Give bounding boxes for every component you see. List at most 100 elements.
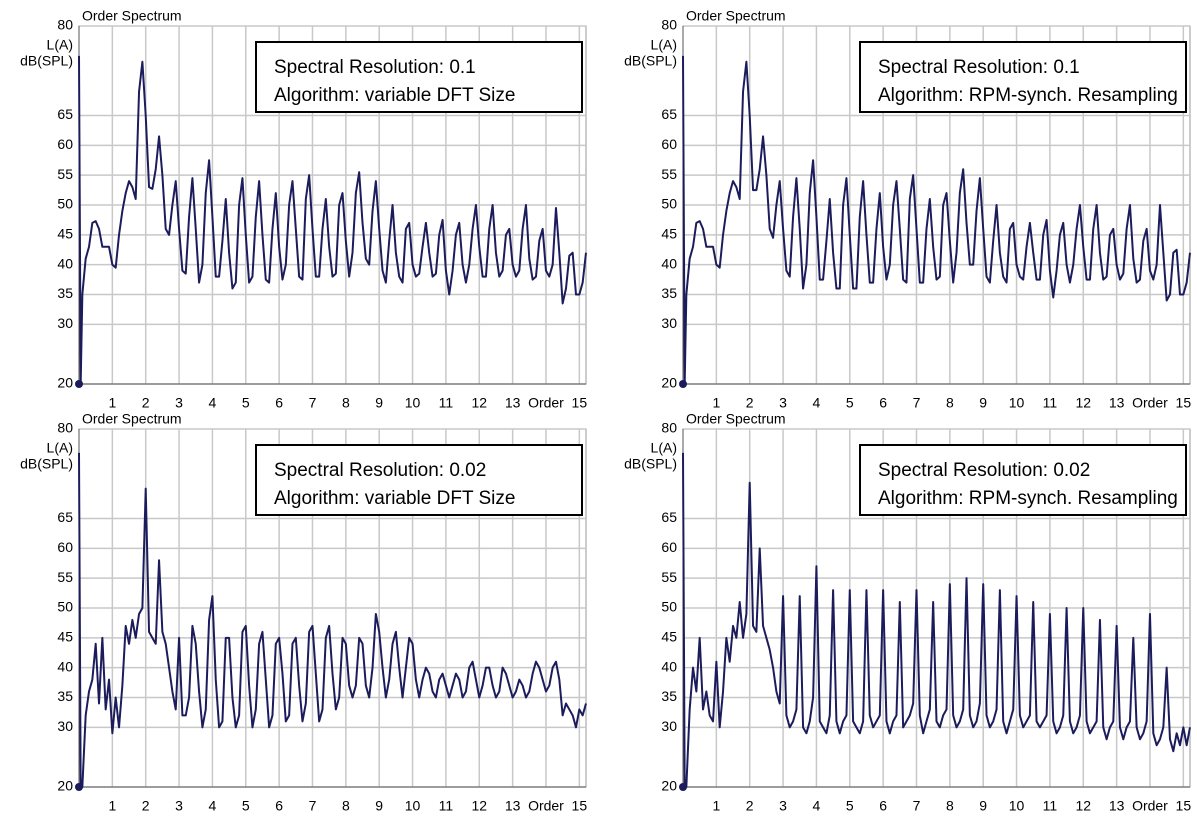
annotation-text: Algorithm: variable DFT Size — [274, 85, 515, 106]
x-tick-label: 8 — [342, 798, 350, 814]
x-tick-label: Order — [1132, 798, 1168, 814]
y-tick-label: 60 — [57, 136, 73, 152]
annotation-text: Spectral Resolution: 0.1 — [274, 57, 476, 78]
x-tick-label: 2 — [746, 798, 754, 814]
x-tick-label: 15 — [572, 798, 588, 814]
x-tick-label: 3 — [175, 798, 183, 814]
x-tick-label: 8 — [342, 395, 350, 411]
x-tick-label: 7 — [309, 798, 317, 814]
y-tick-label: 20 — [661, 778, 677, 794]
x-tick-label: 13 — [1109, 395, 1125, 411]
x-tick-label: 1 — [108, 798, 116, 814]
y-tick-label: 45 — [661, 226, 677, 242]
y-tick-label: 30 — [661, 718, 677, 734]
x-tick-label: 2 — [746, 395, 754, 411]
x-tick-label: 5 — [846, 798, 854, 814]
x-tick-label: 15 — [572, 395, 588, 411]
spectrum-line — [78, 452, 587, 788]
x-tick-label: 12 — [1075, 395, 1091, 411]
y-tick-label: 60 — [661, 136, 677, 152]
panel: 1 2 3 4 5 6 7 8 9 10 11 12 13 Order 152030354045505560… — [624, 8, 1191, 411]
y-tick-label: 40 — [57, 658, 73, 674]
panel: 1 2 3 4 5 6 7 8 9 10 11 12 13 Order 152030354045505560… — [20, 8, 587, 411]
chart-title: Order Spectrum — [82, 411, 182, 427]
y-tick-label: 55 — [57, 569, 73, 585]
y-tick-label: 30 — [661, 315, 677, 331]
x-tick-label: 1 — [108, 395, 116, 411]
chart-title: Order Spectrum — [686, 8, 786, 24]
x-tick-label: 2 — [142, 395, 150, 411]
y-tick-label: 50 — [661, 196, 677, 212]
x-tick-label: 13 — [505, 395, 521, 411]
x-tick-label: 9 — [979, 395, 987, 411]
y-axis-label: dB(SPL) — [20, 456, 73, 472]
y-tick-label: 35 — [57, 688, 73, 704]
x-tick-label: 5 — [846, 395, 854, 411]
x-tick-label: 6 — [275, 798, 283, 814]
chart-title: Order Spectrum — [686, 411, 786, 427]
y-axis-label: L(A) — [47, 37, 73, 53]
y-tick-label: 30 — [57, 718, 73, 734]
y-axis-label: dB(SPL) — [20, 53, 73, 69]
annotation-text: Algorithm: variable DFT Size — [274, 488, 515, 509]
y-tick-label: 80 — [661, 17, 677, 33]
annotation-text: Spectral Resolution: 0.02 — [274, 460, 486, 481]
x-tick-label: 9 — [979, 798, 987, 814]
x-tick-label: 3 — [779, 798, 787, 814]
annotation-text: Algorithm: RPM-synch. Resampling — [878, 85, 1178, 106]
origin-marker — [679, 783, 687, 791]
y-tick-label: 50 — [57, 196, 73, 212]
y-tick-label: 65 — [57, 106, 73, 122]
x-tick-label: 11 — [439, 395, 454, 411]
panel: 1 2 3 4 5 6 7 8 9 10 11 12 13 Order 152030354045505560… — [624, 411, 1191, 814]
annotation-box — [255, 444, 583, 516]
y-tick-label: 65 — [661, 106, 677, 122]
annotation-box — [255, 41, 583, 113]
y-tick-label: 45 — [661, 629, 677, 645]
x-tick-label: 12 — [471, 395, 487, 411]
x-tick-label: 10 — [1009, 395, 1025, 411]
origin-marker — [679, 380, 687, 388]
x-tick-label: 15 — [1176, 798, 1192, 814]
y-axis-label: dB(SPL) — [624, 456, 677, 472]
x-tick-label: Order — [528, 395, 564, 411]
y-axis-label: dB(SPL) — [624, 53, 677, 69]
y-tick-label: 50 — [661, 599, 677, 615]
y-tick-label: 20 — [661, 375, 677, 391]
y-tick-label: 55 — [661, 569, 677, 585]
annotation-text: Spectral Resolution: 0.1 — [878, 57, 1080, 78]
x-tick-label: 13 — [505, 798, 521, 814]
x-tick-label: 4 — [209, 395, 217, 411]
x-tick-label: 12 — [1075, 798, 1091, 814]
panel: 1 2 3 4 5 6 7 8 9 10 11 12 13 Order 152030354045505560… — [20, 411, 587, 814]
x-tick-label: 6 — [275, 395, 283, 411]
y-tick-label: 55 — [661, 166, 677, 182]
annotation-text: Spectral Resolution: 0.02 — [878, 460, 1090, 481]
annotation-box — [859, 41, 1187, 113]
x-tick-label: 7 — [913, 395, 921, 411]
y-tick-label: 65 — [661, 509, 677, 525]
x-tick-label: 11 — [1043, 395, 1058, 411]
y-tick-label: 35 — [57, 285, 73, 301]
y-tick-label: 80 — [57, 17, 73, 33]
x-tick-label: 2 — [142, 798, 150, 814]
origin-marker — [75, 380, 83, 388]
y-tick-label: 45 — [57, 226, 73, 242]
y-tick-label: 40 — [661, 658, 677, 674]
x-tick-label: 7 — [309, 395, 317, 411]
y-tick-label: 60 — [57, 539, 73, 555]
y-tick-label: 45 — [57, 629, 73, 645]
x-tick-label: 7 — [913, 798, 921, 814]
x-tick-label: 8 — [946, 798, 954, 814]
x-tick-label: 6 — [879, 395, 887, 411]
x-tick-label: 13 — [1109, 798, 1125, 814]
chart-title: Order Spectrum — [82, 8, 182, 24]
y-tick-label: 35 — [661, 688, 677, 704]
x-tick-label: 4 — [813, 798, 821, 814]
y-tick-label: 80 — [661, 420, 677, 436]
origin-marker — [75, 783, 83, 791]
y-tick-label: 65 — [57, 509, 73, 525]
x-tick-label: 3 — [779, 395, 787, 411]
x-tick-label: 6 — [879, 798, 887, 814]
